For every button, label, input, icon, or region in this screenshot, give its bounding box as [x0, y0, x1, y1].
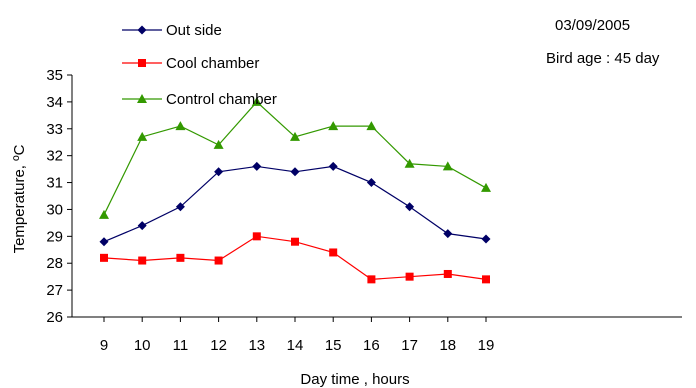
control-chamber-series-line	[103, 101, 487, 216]
x-tick-label: 9	[100, 337, 108, 354]
x-tick-label: 13	[248, 337, 265, 354]
legend-marker-control-chamber	[137, 94, 147, 103]
y-tick-label: 31	[46, 175, 63, 192]
control-chamber-point	[213, 139, 224, 149]
out-side-point	[252, 161, 262, 171]
control-chamber-point	[442, 161, 453, 171]
control-chamber-point	[481, 182, 491, 192]
y-tick-label: 33	[46, 121, 63, 138]
cool-chamber-point	[176, 253, 185, 262]
control-chamber-point	[175, 121, 186, 131]
y-tick-label: 26	[46, 309, 63, 326]
out-side-point	[99, 237, 109, 247]
cool-chamber-point	[329, 248, 338, 257]
out-side-point	[214, 167, 224, 177]
legend-label-cool-chamber: Cool chamber	[166, 55, 259, 72]
x-tick-label: 15	[325, 337, 342, 354]
cool-chamber-point	[291, 237, 299, 246]
legend-label-out-side: Out side	[166, 22, 222, 39]
out-side-point	[328, 161, 338, 171]
y-tick-label: 35	[46, 67, 63, 84]
legend-marker-out-side	[137, 25, 147, 35]
out-side-point	[290, 167, 300, 177]
control-chamber-point	[366, 121, 377, 131]
control-chamber-point	[137, 131, 148, 141]
y-tick-label: 30	[46, 201, 63, 218]
y-tick-label: 32	[46, 148, 63, 165]
legend-label-control-chamber: Control chamber	[166, 91, 277, 108]
control-chamber-point	[404, 158, 415, 168]
y-tick-label: 27	[46, 282, 63, 299]
legend: Out side Cool chamber Control chamber	[122, 22, 277, 108]
y-tick-label: 34	[46, 94, 63, 111]
y-axis-title: Temperature, ºC	[11, 144, 28, 253]
out-side-point	[137, 221, 147, 231]
cool-chamber-point	[443, 269, 452, 278]
cool-chamber-point	[100, 253, 108, 262]
y-tick-label: 29	[46, 228, 63, 245]
control-chamber-point	[328, 121, 339, 131]
out-side-point	[366, 178, 376, 188]
x-tick-label: 10	[134, 337, 151, 354]
x-tick-label: 14	[287, 337, 304, 354]
out-side-point	[481, 234, 491, 244]
x-tick-label: 19	[478, 337, 495, 354]
cool-chamber-point	[405, 272, 414, 281]
out-side-point	[405, 202, 415, 212]
bird-age-annotation: Bird age : 45 day	[546, 50, 660, 67]
control-chamber-point	[251, 96, 262, 106]
legend-marker-cool-chamber	[138, 59, 146, 67]
y-tick-label: 28	[46, 255, 63, 272]
out-side-series-line	[103, 165, 487, 243]
x-tick-label: 17	[401, 337, 418, 354]
cool-chamber-point	[214, 256, 223, 265]
x-tick-label: 18	[439, 337, 456, 354]
x-tick-label: 12	[210, 337, 227, 354]
out-side-point	[175, 202, 185, 212]
cool-chamber-point	[482, 275, 490, 284]
x-tick-label: 11	[173, 337, 189, 354]
x-tick-label: 16	[363, 337, 380, 354]
cool-chamber-point	[138, 256, 147, 265]
date-annotation: 03/09/2005	[555, 17, 630, 34]
control-chamber-point	[290, 131, 300, 141]
cool-chamber-point	[367, 275, 376, 284]
cool-chamber-point	[252, 232, 261, 241]
plot-area: 26 27 28 29 30 31 32 33 34 35 9 10 11 12 13 14 15 16 17 18 1…	[46, 67, 682, 354]
control-chamber-point	[99, 209, 109, 219]
x-axis-title: Day time , hours	[300, 371, 409, 388]
out-side-point	[443, 229, 453, 239]
